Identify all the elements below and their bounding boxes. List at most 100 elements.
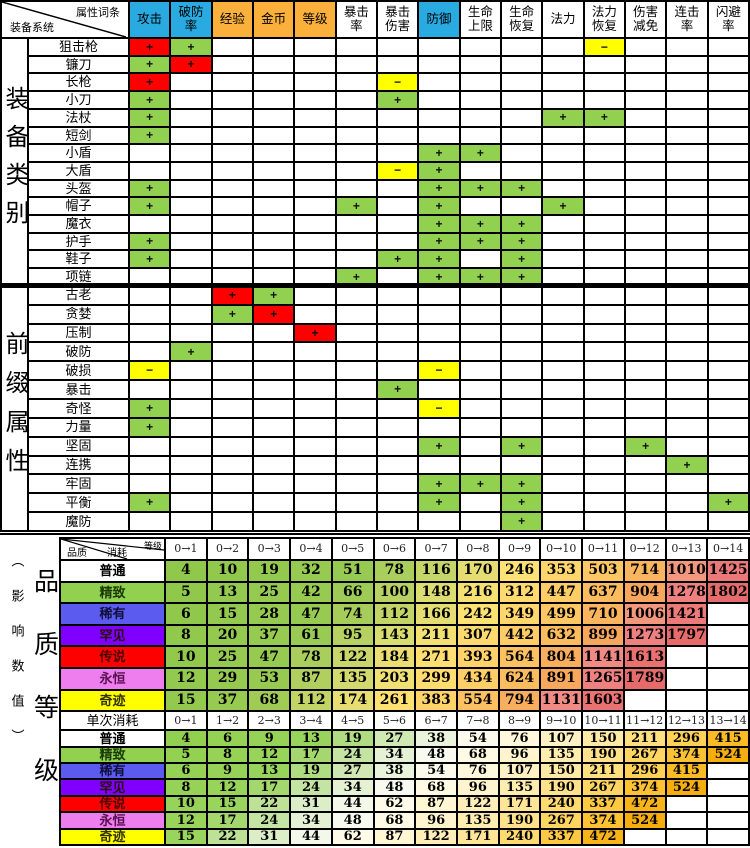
attr-column-header: 破防率 — [171, 2, 211, 37]
step-cost-cell: 150 — [541, 763, 582, 779]
prefix-row-label: 奇怪 — [29, 399, 128, 417]
attr-empty-cell — [543, 269, 583, 285]
total-cost-cell: 353 — [541, 561, 582, 581]
attr-empty-cell — [625, 286, 666, 304]
step-cost-cell: 24 — [332, 747, 373, 762]
attr-empty-cell — [708, 56, 748, 73]
attr-empty-cell — [584, 233, 624, 250]
attr-effect-cell: + — [460, 233, 500, 250]
attr-effect-cell: + — [130, 109, 170, 126]
step-cost-cell: 38 — [416, 731, 456, 746]
attr-empty-cell — [543, 343, 583, 361]
cost-empty-cell — [708, 829, 748, 844]
attr-effect-cell: + — [543, 198, 583, 215]
total-cost-cell: 904 — [624, 582, 665, 603]
attr-empty-cell — [171, 92, 211, 108]
step-cost-cell: 17 — [291, 747, 331, 762]
attr-empty-cell — [377, 456, 418, 474]
section-band-cell — [2, 286, 27, 530]
step-cost-cell: 31 — [249, 829, 290, 844]
attr-effect-cell: + — [419, 233, 459, 250]
attr-empty-cell — [667, 74, 707, 91]
attr-effect-cell: + — [419, 437, 459, 455]
step-cost-cell: 6 — [207, 731, 248, 746]
attr-empty-cell — [501, 74, 542, 91]
attr-empty-cell — [253, 56, 294, 73]
step-cost-cell: 96 — [458, 780, 498, 795]
attr-effect-cell: + — [460, 216, 500, 232]
step-cost-cell: 10 — [166, 796, 206, 812]
attr-empty-cell — [253, 180, 294, 197]
step-cost-cell: 240 — [541, 796, 582, 812]
attr-empty-cell — [171, 198, 211, 215]
step-cost-cell: 68 — [374, 813, 415, 828]
attr-effect-cell: + — [130, 198, 170, 215]
attr-empty-cell — [584, 324, 624, 342]
attr-empty-cell — [501, 162, 542, 179]
attr-empty-cell — [253, 475, 294, 493]
step-cost-cell: 135 — [499, 780, 540, 795]
band-quality-level: （影响数值） 品质等级 — [10, 550, 60, 846]
attr-empty-cell — [708, 216, 748, 232]
upgrade-range-header: 0→2 — [207, 539, 248, 559]
attr-empty-cell — [625, 456, 666, 474]
attr-empty-cell — [584, 198, 624, 215]
equip-row-label: 头盔 — [29, 180, 128, 197]
attr-column-header: 连击率 — [667, 2, 707, 37]
attr-empty-cell — [212, 399, 252, 417]
attr-empty-cell — [584, 362, 624, 380]
total-cost-cell: 1603 — [583, 690, 623, 711]
attr-empty-cell — [419, 39, 459, 55]
total-cost-cell: 12 — [166, 668, 206, 689]
step-cost-cell: 374 — [583, 813, 623, 828]
attr-empty-cell — [212, 362, 252, 380]
upgrade-range-header: 0→7 — [416, 539, 456, 559]
attr-empty-cell — [543, 145, 583, 161]
attr-column-header: 暴击伤害 — [377, 2, 418, 37]
attr-effect-cell: + — [130, 92, 170, 108]
prefix-row-label: 古老 — [29, 286, 128, 304]
total-cost-cell: 1131 — [541, 690, 582, 711]
total-cost-cell: 68 — [249, 690, 290, 711]
equip-row-label: 鞋子 — [29, 251, 128, 268]
attr-empty-cell — [460, 324, 500, 342]
total-cost-cell: 135 — [332, 668, 373, 689]
attr-empty-cell — [253, 381, 294, 398]
attr-empty-cell — [501, 286, 542, 304]
attr-empty-cell — [460, 39, 500, 55]
attr-empty-cell — [667, 109, 707, 126]
step-cost-cell: 5 — [166, 747, 206, 762]
attr-effect-cell: + — [708, 494, 748, 512]
attr-empty-cell — [419, 92, 459, 108]
attr-empty-cell — [130, 475, 170, 493]
attr-effect-cell: + — [584, 109, 624, 126]
attr-empty-cell — [708, 343, 748, 361]
attr-empty-cell — [419, 74, 459, 91]
attr-empty-cell — [377, 180, 418, 197]
total-cost-cell: 447 — [541, 582, 582, 603]
attr-empty-cell — [584, 437, 624, 455]
attr-empty-cell — [460, 162, 500, 179]
cost-empty-cell — [666, 829, 707, 844]
attr-empty-cell — [253, 494, 294, 512]
step-range-header: 6→7 — [416, 712, 456, 730]
attr-empty-cell — [584, 475, 624, 493]
total-cost-cell: 794 — [499, 690, 540, 711]
total-cost-cell: 714 — [624, 561, 665, 581]
total-cost-cell: 1006 — [624, 604, 665, 624]
step-cost-cell: 31 — [291, 796, 331, 812]
attr-empty-cell — [625, 513, 666, 530]
total-cost-cell: 637 — [583, 582, 623, 603]
attr-column-header: 攻击 — [130, 2, 170, 37]
total-cost-cell: 1421 — [666, 604, 707, 624]
total-cost-cell: 15 — [166, 690, 206, 711]
step-cost-cell: 107 — [541, 731, 582, 746]
attr-empty-cell — [212, 251, 252, 268]
attr-empty-cell — [130, 381, 170, 398]
attr-empty-cell — [625, 233, 666, 250]
attr-effect-cell: + — [460, 475, 500, 493]
attr-empty-cell — [543, 162, 583, 179]
attr-effect-cell: + — [336, 269, 376, 285]
attr-effect-cell: + — [130, 251, 170, 268]
attr-empty-cell — [212, 74, 252, 91]
